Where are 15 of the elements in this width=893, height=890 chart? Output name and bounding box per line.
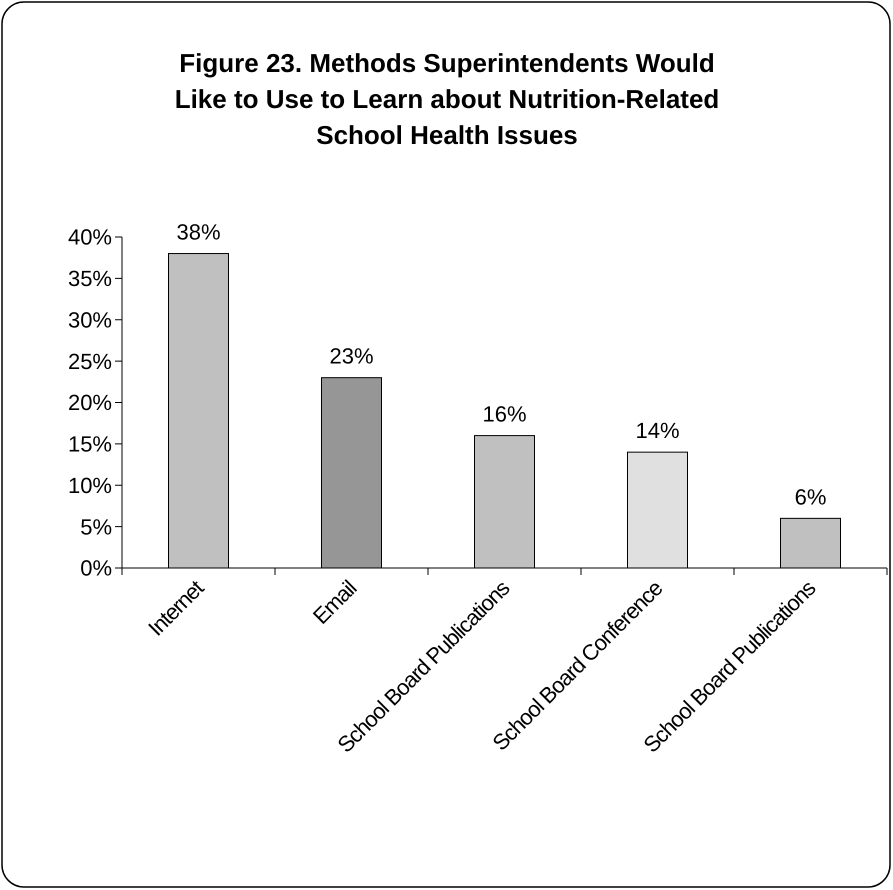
- y-tick-label: 10%: [68, 472, 112, 498]
- y-tick-label: 5%: [80, 514, 112, 540]
- y-tick-label: 35%: [68, 266, 112, 292]
- data-label: 38%: [176, 220, 221, 245]
- y-tick-label: 0%: [80, 556, 112, 581]
- data-label: 14%: [635, 418, 680, 444]
- chart-title: Figure 23. Methods Superintendents Would Like to Use to Learn about Nutrition-Related School Health Issues: [174, 48, 720, 150]
- data-label: 23%: [329, 344, 374, 369]
- y-tick-label: 25%: [68, 348, 112, 374]
- y-tick-label: 20%: [68, 390, 112, 416]
- data-label: 6%: [794, 484, 826, 510]
- y-tick-label: 40%: [68, 224, 112, 250]
- data-label: 16%: [482, 402, 527, 427]
- y-tick-label: 30%: [68, 307, 112, 332]
- y-tick-label: 15%: [68, 432, 112, 457]
